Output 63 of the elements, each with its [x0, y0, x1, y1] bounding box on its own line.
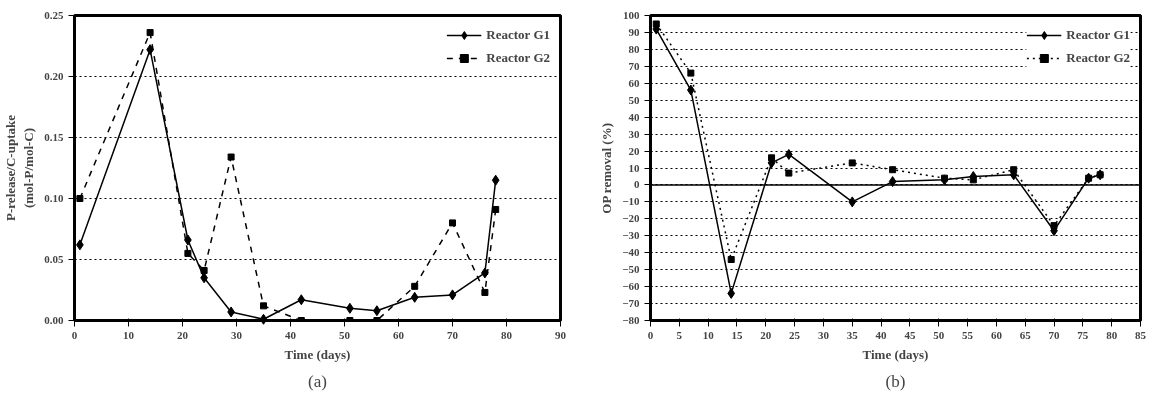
y-axis-title: P-release/C-uptake (mol-P/mol-C): [3, 114, 37, 221]
y-tick-label: 20: [628, 144, 640, 157]
y-tick-label: −20: [622, 212, 640, 225]
x-tick-label: 35: [846, 328, 859, 341]
x-axis-title: Time (days): [284, 346, 351, 362]
legend-label: Reactor G1: [486, 27, 550, 43]
x-tick-label: 15: [731, 328, 743, 341]
y-tick-label: −10: [622, 195, 640, 208]
x-tick-label: 90: [555, 328, 567, 341]
y-tick-label: 100: [623, 9, 640, 21]
legend-label: Reactor G2: [486, 50, 550, 66]
x-tick-label: 30: [231, 328, 243, 341]
y-tick-label: 0.25: [44, 9, 64, 21]
y-tick-label: 0.00: [44, 314, 64, 326]
x-tick-label: 80: [501, 328, 513, 341]
x-tick-label: 30: [817, 328, 830, 341]
y-tick-label: 30: [628, 127, 640, 140]
y-tick-label: 0.05: [44, 253, 64, 265]
x-tick-label: 55: [962, 328, 974, 341]
legend-label: Reactor G1: [1066, 27, 1130, 43]
x-axis-title: Time (days): [862, 346, 929, 362]
legend-label: Reactor G2: [1066, 50, 1130, 66]
x-tick-label: 50: [339, 328, 351, 341]
y-tick-label: −70: [622, 297, 640, 310]
x-tick-label: 5: [676, 328, 683, 341]
x-tick-label: 40: [285, 328, 297, 341]
x-tick-label: 65: [1019, 328, 1032, 341]
x-tick-label: 0: [647, 328, 654, 341]
y-tick-label: 0: [634, 178, 640, 191]
x-tick-label: 85: [1135, 328, 1147, 341]
x-tick-label: 45: [904, 328, 916, 341]
y-tick-label: 0.10: [44, 192, 64, 204]
y-tick-label: −60: [622, 280, 640, 293]
y-tick-label: 60: [628, 76, 640, 89]
text: (b): [885, 371, 906, 391]
y-tick-label: 80: [628, 42, 640, 55]
x-tick-label: 40: [875, 328, 888, 341]
y-axis-title: OP removal (%): [599, 122, 615, 214]
x-tick-label: 70: [447, 328, 459, 341]
x-tick-label: 60: [393, 328, 405, 341]
x-tick-label: 20: [760, 328, 772, 341]
x-tick-label: 0: [71, 328, 78, 341]
x-tick-label: 80: [1106, 328, 1118, 341]
y-tick-label: −50: [622, 263, 640, 276]
y-tick-label: 0.20: [44, 70, 64, 82]
x-tick-label: 25: [789, 328, 801, 341]
x-tick-label: 50: [933, 328, 945, 341]
x-tick-label: 75: [1077, 328, 1089, 341]
y-tick-label: 40: [628, 110, 640, 123]
text: (a): [308, 371, 327, 391]
y-tick-label: −30: [622, 229, 640, 242]
y-tick-label: −40: [622, 246, 640, 259]
x-tick-label: 10: [702, 328, 715, 341]
y-tick-label: 50: [628, 93, 640, 106]
y-tick-label: 10: [628, 161, 640, 174]
x-tick-label: 70: [1048, 328, 1061, 341]
y-tick-label: 90: [628, 25, 640, 38]
x-tick-label: 60: [990, 328, 1003, 341]
y-tick-label: 70: [628, 59, 640, 72]
y-tick-label: −80: [622, 314, 640, 326]
x-tick-label: 20: [177, 328, 189, 341]
x-tick-label: 10: [123, 328, 135, 341]
y-tick-label: 0.15: [44, 131, 64, 143]
